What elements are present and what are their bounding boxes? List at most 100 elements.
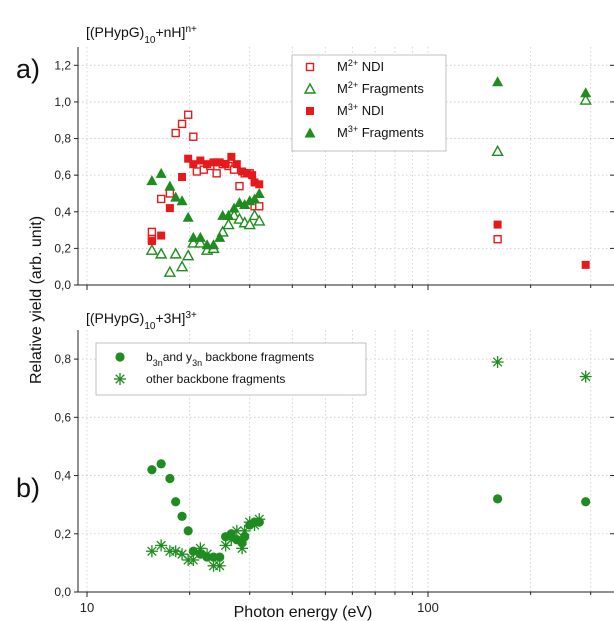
legend-marker xyxy=(114,373,126,385)
y-tick-label: 0,6 xyxy=(54,168,71,182)
data-point xyxy=(146,175,158,186)
data-point xyxy=(187,236,200,248)
data-point xyxy=(178,172,187,181)
series-b3n-and-y3n-backbone-fragments xyxy=(147,459,591,562)
legend-label: M2+ NDI xyxy=(337,58,384,74)
data-point xyxy=(164,180,176,191)
series-other-backbone-fragments xyxy=(145,356,592,572)
y-tick-label: 0,0 xyxy=(54,278,71,292)
data-point xyxy=(212,169,221,178)
data-point xyxy=(215,158,224,167)
data-point xyxy=(492,76,504,87)
legend-marker xyxy=(115,352,125,362)
data-point xyxy=(233,212,246,224)
y-tick-label: 0,4 xyxy=(54,469,71,483)
data-point xyxy=(253,513,266,526)
panel-a-title: [(PHypG)10+nH]n+ xyxy=(86,24,197,46)
data-point xyxy=(493,494,503,504)
data-point xyxy=(493,235,502,244)
data-point xyxy=(239,198,251,209)
legend-marker xyxy=(303,82,317,94)
data-point xyxy=(187,231,199,242)
y-tick-label: 0,4 xyxy=(54,205,71,219)
data-point xyxy=(169,247,182,259)
data-point xyxy=(214,231,226,242)
y-tick-label: 0,6 xyxy=(54,410,71,424)
data-point xyxy=(215,552,225,562)
data-point xyxy=(194,231,206,242)
data-point xyxy=(176,195,188,206)
data-point xyxy=(213,559,226,572)
data-point xyxy=(235,181,244,191)
y-tick-label: 0,2 xyxy=(54,527,71,541)
legend-label: M3+ NDI xyxy=(337,102,384,118)
data-point xyxy=(165,189,175,198)
data-point xyxy=(581,497,591,507)
data-point xyxy=(221,160,230,169)
data-point xyxy=(238,167,247,176)
data-point xyxy=(196,156,205,165)
data-point xyxy=(493,220,502,229)
data-point xyxy=(192,167,202,176)
data-point xyxy=(579,93,592,105)
data-point xyxy=(154,247,168,259)
data-point xyxy=(579,370,592,383)
data-point xyxy=(580,87,592,98)
legend: M2+ NDI M2+ Fragments M3+ NDI M3+ Fragments xyxy=(291,54,447,152)
y-tick-label: 1,0 xyxy=(54,95,71,109)
data-point xyxy=(248,171,257,180)
data-point xyxy=(581,260,590,269)
data-point xyxy=(184,154,193,163)
data-point xyxy=(183,110,193,119)
x-axis-label: Photon energy (eV) xyxy=(234,604,373,621)
legend-label: b3nand y3n backbone fragments xyxy=(146,350,314,368)
data-point xyxy=(238,524,251,537)
data-point xyxy=(253,214,266,226)
series-m3-fragments xyxy=(146,76,592,250)
panel-a-letter: a) xyxy=(16,54,40,84)
data-point xyxy=(170,191,182,202)
data-point xyxy=(201,548,214,561)
data-point xyxy=(248,208,261,221)
data-point xyxy=(182,211,194,222)
data-point xyxy=(155,167,167,178)
legend-marker xyxy=(305,62,315,72)
legend-label: M2+ Fragments xyxy=(337,80,424,96)
legend-label: other backbone fragments xyxy=(146,372,285,386)
y-tick-label: 0,0 xyxy=(54,585,71,599)
data-point xyxy=(177,119,187,129)
data-point xyxy=(165,473,175,484)
data-point xyxy=(147,237,156,246)
data-point xyxy=(165,204,174,213)
legend-marker xyxy=(306,107,314,115)
data-point xyxy=(156,459,166,469)
y-tick-label: 0,8 xyxy=(54,132,71,146)
data-point xyxy=(222,218,235,230)
data-point xyxy=(187,553,200,566)
data-point xyxy=(232,160,241,169)
data-point xyxy=(145,243,159,255)
data-point xyxy=(147,465,157,475)
series-m3-ndi xyxy=(147,152,590,269)
data-point xyxy=(203,160,212,169)
data-point xyxy=(156,194,166,204)
data-point xyxy=(491,356,504,369)
data-point xyxy=(155,539,168,552)
data-point xyxy=(157,231,166,240)
data-point xyxy=(250,178,259,187)
data-point xyxy=(189,160,198,169)
data-point xyxy=(255,202,264,211)
data-point xyxy=(171,128,180,138)
data-point xyxy=(243,218,256,230)
data-point xyxy=(209,158,218,167)
data-point xyxy=(177,511,187,521)
data-point xyxy=(249,193,261,204)
data-point xyxy=(145,545,158,558)
data-point xyxy=(163,265,177,277)
y-axis-label: Relative yield (arb. unit) xyxy=(28,216,45,384)
data-point xyxy=(243,169,252,178)
panel-a-plot: 0,0 0,2 0,4 0,6 0,8 1,0 1,2 M2+ NDI M2+ Fragment… xyxy=(54,47,614,292)
data-point xyxy=(225,533,238,546)
data-point xyxy=(248,519,261,532)
